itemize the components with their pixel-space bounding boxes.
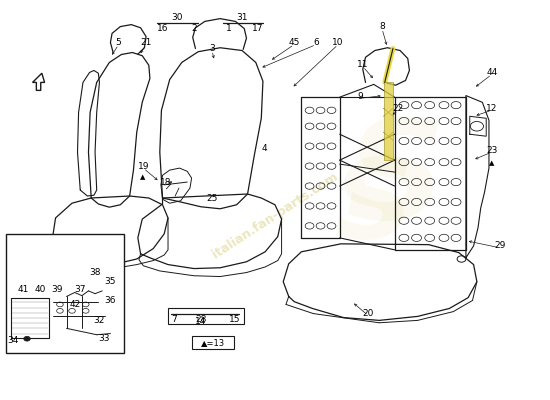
Text: S: S [334,154,414,262]
Text: ▲=13: ▲=13 [201,338,225,347]
Text: 20: 20 [362,309,374,318]
Polygon shape [32,73,45,90]
Text: 37: 37 [74,285,86,294]
Text: 39: 39 [52,285,63,294]
Text: 12: 12 [486,104,497,113]
Text: 7: 7 [171,315,177,324]
Text: 30: 30 [172,13,183,22]
Text: 17: 17 [252,24,263,33]
Text: 34: 34 [8,336,19,345]
Text: 9: 9 [357,92,363,101]
Text: 44: 44 [486,68,497,77]
Text: 45: 45 [289,38,300,47]
Text: 36: 36 [104,296,116,305]
Text: 1: 1 [226,24,231,33]
Bar [168,308,244,324]
Bar [191,336,234,350]
Text: 5: 5 [116,38,122,47]
Text: 38: 38 [89,268,101,277]
Text: ▲: ▲ [489,160,494,166]
Text: 6: 6 [314,38,319,47]
Text: 19: 19 [138,162,149,171]
Text: S: S [346,112,446,248]
Text: 23: 23 [486,146,497,155]
Polygon shape [383,82,393,160]
Text: 11: 11 [357,60,368,69]
Text: 33: 33 [98,334,109,343]
Text: 28: 28 [195,315,207,324]
Text: 10: 10 [332,38,344,47]
Text: 25: 25 [206,194,218,202]
Text: 18: 18 [160,178,171,186]
Text: 8: 8 [379,22,385,31]
Text: 31: 31 [236,13,248,22]
Text: italian.fan-parts.com: italian.fan-parts.com [210,170,340,262]
Text: 15: 15 [229,315,241,324]
Text: 41: 41 [18,285,29,294]
Text: 22: 22 [393,104,404,113]
Text: 14: 14 [195,317,207,326]
Text: 32: 32 [94,316,105,325]
Text: 21: 21 [140,38,152,47]
Text: 16: 16 [157,24,169,33]
Text: 40: 40 [35,285,46,294]
Text: 42: 42 [69,300,80,309]
Text: 2: 2 [191,24,196,33]
Text: ▲: ▲ [140,174,145,180]
Text: 35: 35 [104,277,116,286]
Text: 4: 4 [261,144,267,153]
Bar [6,234,124,354]
Text: 3: 3 [209,44,215,53]
Circle shape [24,336,30,341]
Text: 29: 29 [494,241,505,250]
